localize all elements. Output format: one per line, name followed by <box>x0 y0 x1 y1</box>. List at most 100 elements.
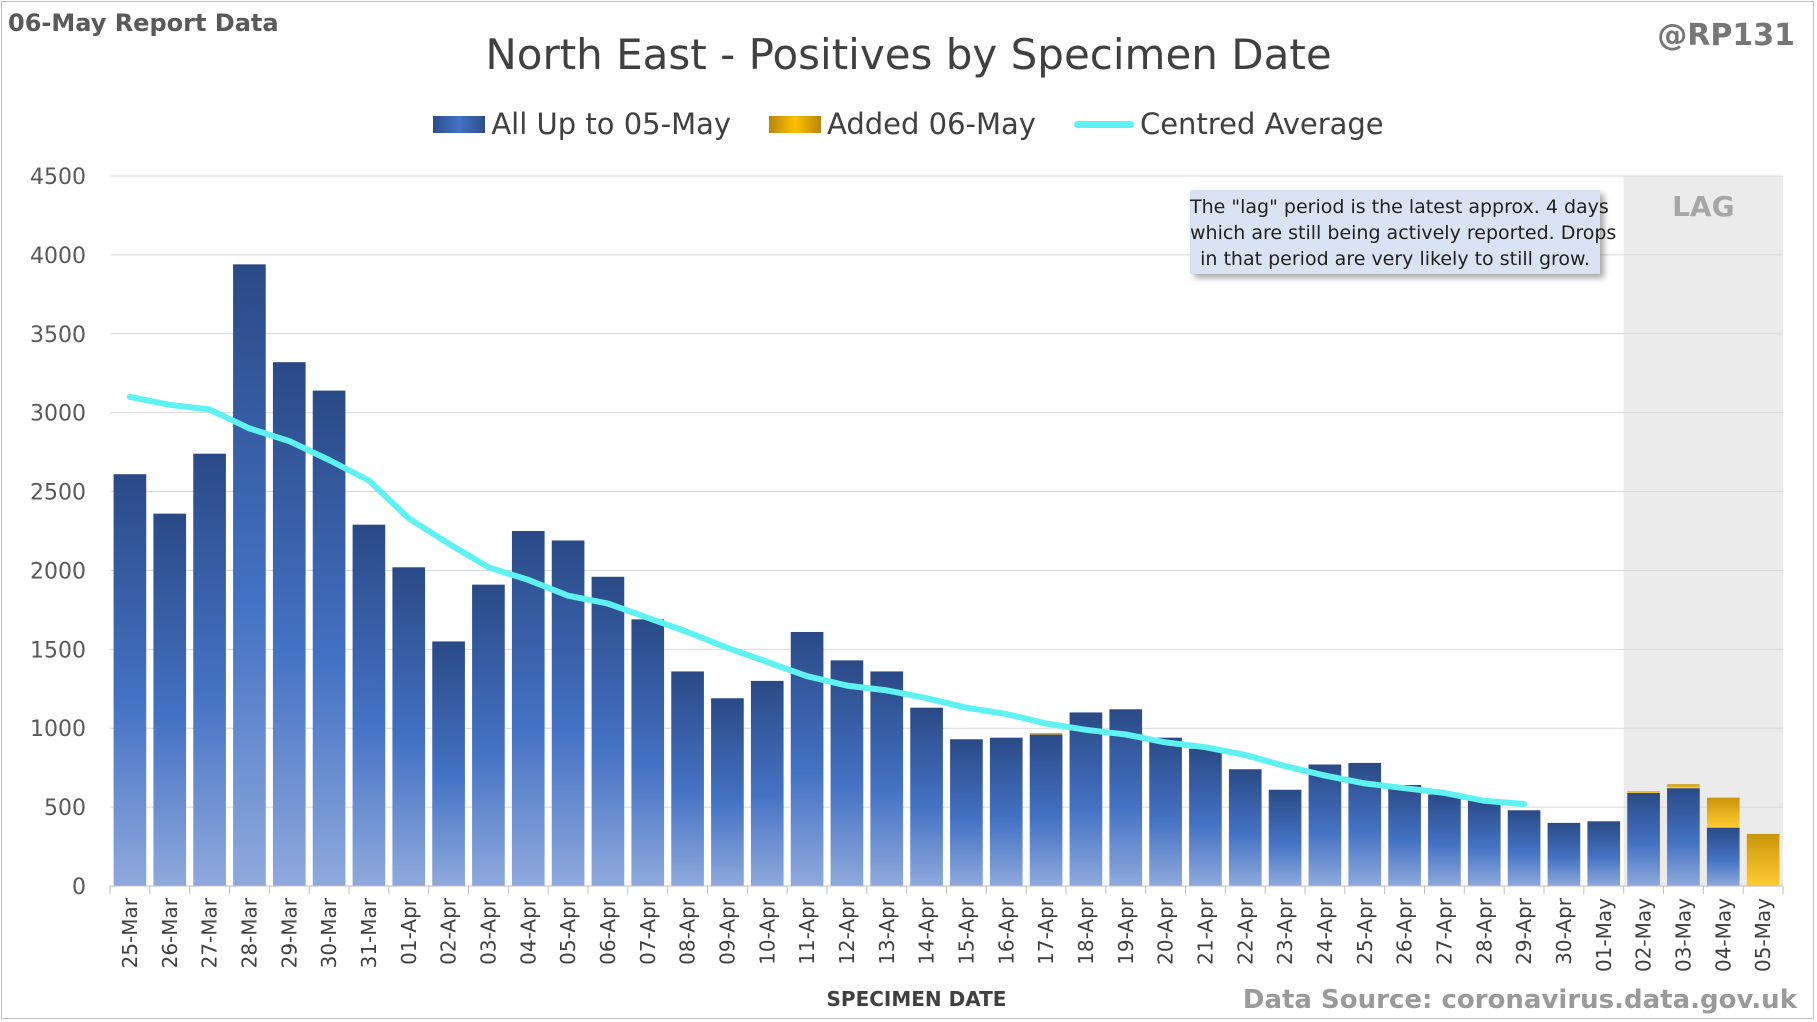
x-tick-label: 29-Apr <box>1512 897 1536 965</box>
x-tick-label: 14-Apr <box>915 897 939 965</box>
y-tick-label: 500 <box>44 796 86 821</box>
x-tick-label: 28-Apr <box>1472 897 1496 965</box>
report-label: 06-May Report Data <box>8 9 279 37</box>
bar-added <box>1706 797 1740 828</box>
bar-added <box>1667 784 1700 789</box>
legend-swatch-gold <box>769 115 822 133</box>
x-tick-label: 03-Apr <box>476 897 500 965</box>
legend-label-added: Added 06-May <box>827 107 1036 141</box>
legend-item-added: Added 06-May <box>769 107 1036 141</box>
bar-all <box>472 584 505 886</box>
axes: 0 500 1000 1500 2000 2500 3000 3500 4000 4500 25-M… <box>30 165 1784 1011</box>
x-tick-label: 03-May <box>1671 898 1695 972</box>
bar-all <box>750 680 784 886</box>
bar-all <box>233 264 266 886</box>
lag-note-line-3: in that period are very likely to still … <box>1200 248 1590 270</box>
y-tick-label: 4000 <box>30 244 86 269</box>
bar-all <box>1268 789 1302 886</box>
x-tick-label: 27-Apr <box>1432 897 1456 965</box>
bar-all <box>870 671 904 886</box>
average-line-path <box>126 393 1528 807</box>
x-tick-label: 09-Apr <box>715 897 739 965</box>
x-tick-label: 02-May <box>1632 898 1656 972</box>
x-tick-label: 01-Apr <box>397 897 421 965</box>
bar-all <box>312 390 346 886</box>
x-tick-label: 25-Apr <box>1353 897 1377 965</box>
x-tick-label: 26-Apr <box>1393 897 1417 965</box>
x-tick-label: 04-May <box>1711 898 1735 972</box>
bar-all <box>1507 810 1541 886</box>
bar-all <box>1069 712 1103 886</box>
x-tick-label: 07-Apr <box>636 897 660 965</box>
x-tick-label: 30-Apr <box>1552 897 1576 965</box>
lag-region: LAG <box>1623 176 1783 886</box>
y-tick-label: 4500 <box>30 165 86 190</box>
bar-all <box>591 576 625 886</box>
bar-all <box>352 524 386 886</box>
x-tick-label: 01-May <box>1592 898 1616 972</box>
x-tick-label: 28-Mar <box>237 897 261 968</box>
lag-shade <box>1623 176 1783 886</box>
data-source: Data Source: coronavirus.data.gov.uk <box>1242 985 1797 1015</box>
bar-all <box>1149 737 1182 886</box>
bar-added <box>1627 791 1660 793</box>
x-tick-label: 11-Apr <box>795 897 819 965</box>
x-tick-label: 02-Apr <box>437 897 461 965</box>
bar-all <box>1189 748 1222 886</box>
legend-swatch-blue <box>433 115 486 133</box>
x-tick-label: 26-Mar <box>158 897 182 968</box>
bar-added <box>1746 833 1780 886</box>
x-tick-label: 16-Apr <box>994 897 1018 965</box>
legend-swatch-line <box>1073 120 1134 128</box>
x-tick-label: 18-Apr <box>1074 897 1098 965</box>
bar-added <box>1029 732 1063 735</box>
x-tick-label: 04-Apr <box>516 897 540 965</box>
x-tick-label: 24-Apr <box>1313 897 1337 965</box>
lag-label: LAG <box>1672 190 1735 223</box>
chart-title: North East - Positives by Specimen Date <box>485 30 1332 79</box>
x-tick-label: 27-Mar <box>198 897 222 968</box>
chart-legend: All Up to 05-May Added 06-May Centred Av… <box>0 107 1817 141</box>
bar-all <box>1467 799 1501 886</box>
x-tick-label: 23-Apr <box>1273 897 1297 965</box>
x-tick-label: 10-Apr <box>755 897 779 965</box>
lag-note-line-2: which are still being actively reported.… <box>1190 222 1617 244</box>
legend-item-all: All Up to 05-May <box>433 107 731 141</box>
legend-label-all: All Up to 05-May <box>491 107 732 141</box>
lag-note-line-1: The "lag" period is the latest approx. 4… <box>1190 196 1609 218</box>
bar-all <box>1627 792 1660 886</box>
x-tick-label: 12-Apr <box>835 897 859 965</box>
bar-all <box>432 641 465 886</box>
x-tick-label: 15-Apr <box>954 897 978 965</box>
y-tick-label: 2500 <box>30 481 86 506</box>
x-tick-label: 05-May <box>1751 898 1775 972</box>
x-tick-label: 21-Apr <box>1193 897 1217 965</box>
bar-all <box>113 474 147 886</box>
bar-all <box>1388 785 1421 886</box>
bar-all <box>1587 821 1621 886</box>
legend-item-average: Centred Average <box>1073 107 1384 141</box>
legend-label-average: Centred Average <box>1139 107 1384 141</box>
y-tick-label: 1000 <box>30 717 86 742</box>
x-tick-label: 20-Apr <box>1154 897 1178 965</box>
bar-all <box>830 660 864 886</box>
x-axis-title: SPECIMEN DATE <box>827 987 1007 1011</box>
y-tick-label: 3500 <box>30 323 86 348</box>
x-tick-label: 06-Apr <box>596 897 620 965</box>
x-tick-label: 29-Mar <box>277 897 301 968</box>
bar-all <box>671 671 704 886</box>
bar-all <box>1547 822 1581 886</box>
y-tick-label: 0 <box>72 875 86 900</box>
bar-all <box>711 698 744 886</box>
x-tick-label: 19-Apr <box>1114 897 1138 965</box>
author-handle: @RP131 <box>1657 18 1795 53</box>
bar-all <box>1228 769 1262 886</box>
y-tick-label: 1500 <box>30 638 86 663</box>
bar-all <box>193 453 226 886</box>
x-tick-label: 31-Mar <box>357 897 381 968</box>
bar-all <box>511 531 545 886</box>
bar-all <box>1667 788 1700 886</box>
bar-all <box>1029 734 1063 886</box>
bar-all <box>392 567 426 886</box>
